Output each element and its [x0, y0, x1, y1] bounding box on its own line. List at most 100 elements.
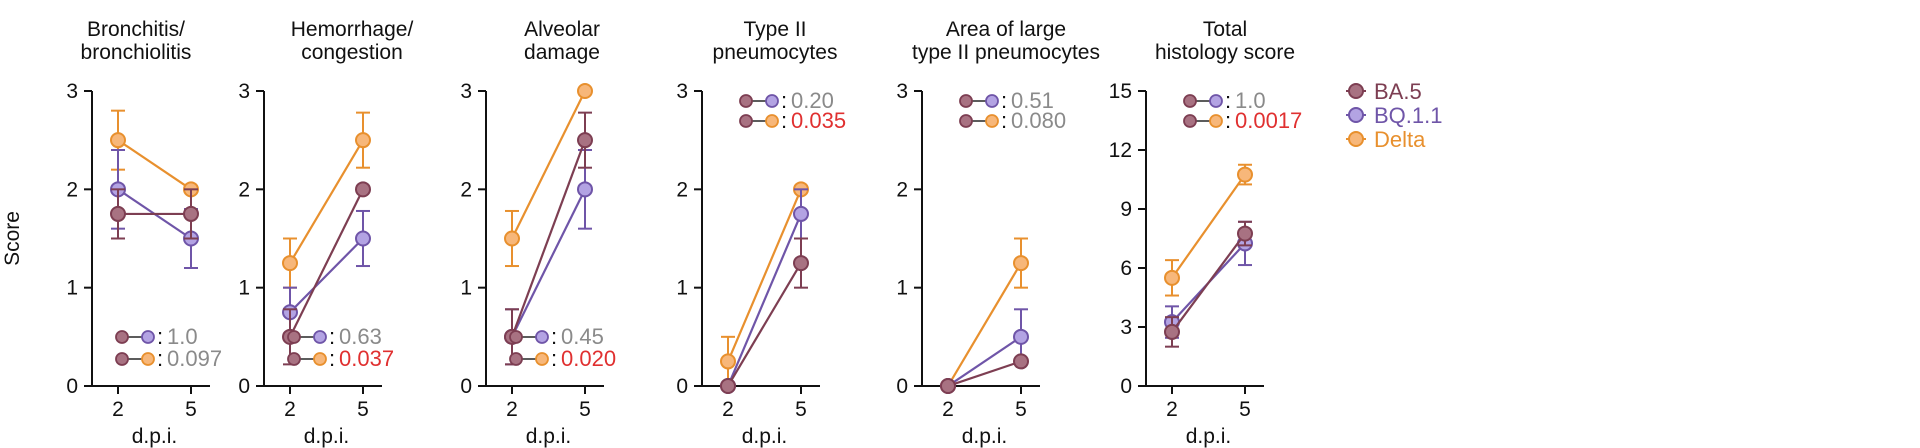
x-tick-label: 5: [185, 398, 197, 421]
comparison-colon: :: [781, 88, 787, 113]
x-axis-title: d.p.i.: [132, 425, 178, 448]
series-ba-5: [940, 353, 1029, 394]
comparison-marker-b: [313, 330, 327, 344]
series-bq-1-1: [282, 209, 371, 338]
y-tick-label: 1: [66, 277, 78, 300]
data-point: [577, 83, 593, 99]
data-point: [183, 205, 199, 222]
data-point: [1237, 225, 1253, 242]
y-tick-label: 3: [896, 80, 908, 103]
series-line: [947, 335, 1022, 387]
series-line: [511, 90, 586, 239]
y-tick-label: 2: [460, 178, 472, 201]
series-line: [947, 262, 1022, 387]
data-point: [1013, 328, 1029, 345]
panel-title-line: type II pneumocytes: [912, 41, 1100, 64]
legend-label: Delta: [1374, 127, 1426, 152]
panel-title-line: Hemorrhage/: [291, 18, 414, 41]
comparison: :0.0017: [1183, 108, 1302, 133]
comparison-marker-a: [739, 94, 753, 108]
data-point: [355, 132, 371, 149]
x-tick-label: 2: [112, 398, 124, 421]
data-point: [940, 378, 956, 394]
data-point: [355, 181, 371, 198]
legend-item: BA.5: [1346, 79, 1422, 104]
comparison: :0.20: [739, 88, 834, 113]
y-axis-title: Score: [1, 211, 24, 266]
series-line: [511, 188, 586, 338]
series-line: [289, 139, 364, 264]
x-axis-title: d.p.i.: [526, 425, 572, 448]
series-ba-5: [1164, 220, 1253, 348]
data-point: [110, 205, 126, 222]
data-point: [720, 378, 736, 394]
y-tick-label: 2: [66, 178, 78, 201]
data-point: [1164, 269, 1180, 286]
legend-label: BA.5: [1374, 79, 1422, 104]
y-tick-label: 1: [896, 277, 908, 300]
data-point: [504, 230, 520, 247]
comparison-marker-a: [287, 352, 301, 366]
y-tick-label: 3: [238, 80, 250, 103]
y-tick-label: 3: [676, 80, 688, 103]
comparison: :0.037: [287, 346, 394, 371]
x-tick-label: 2: [506, 398, 518, 421]
data-point: [720, 353, 736, 370]
series-bq-1-1: [940, 308, 1029, 394]
legend-item: BQ.1.1: [1346, 103, 1442, 128]
comparison-marker-b: [985, 94, 999, 108]
comparison-marker-b: [313, 352, 327, 366]
comparison: :0.020: [509, 346, 616, 371]
comparison-marker-a: [1183, 114, 1197, 128]
x-tick-label: 5: [795, 398, 807, 421]
comparison-marker-b: [765, 94, 779, 108]
series-delta: [282, 111, 371, 289]
comparison-colon: :: [781, 108, 787, 133]
series-ba-5: [110, 188, 199, 240]
p-value: 0.035: [791, 108, 846, 133]
comparison: :0.63: [287, 324, 382, 349]
comparison: :0.45: [509, 324, 604, 349]
comparison: :0.035: [739, 108, 846, 133]
y-tick-label: 0: [896, 375, 908, 398]
data-point: [793, 205, 809, 222]
series-line: [289, 237, 364, 314]
panel-title-line: congestion: [301, 41, 403, 64]
series-ba-5: [720, 237, 809, 394]
p-value: 0.097: [167, 346, 222, 371]
y-tick-label: 3: [1120, 316, 1132, 339]
y-tick-label: 0: [676, 375, 688, 398]
p-value: 0.20: [791, 88, 834, 113]
x-tick-label: 2: [722, 398, 734, 421]
x-axis-title: d.p.i.: [304, 425, 350, 448]
comparison-colon: :: [551, 324, 557, 349]
p-value: 0.51: [1011, 88, 1054, 113]
data-point: [793, 255, 809, 272]
comparison-marker-b: [1209, 114, 1223, 128]
data-point: [577, 181, 593, 198]
comparison-marker-a: [739, 114, 753, 128]
comparison: :1.0: [115, 324, 198, 349]
panel-title-line: damage: [524, 41, 600, 64]
series-delta: [940, 237, 1029, 394]
comparison-colon: :: [329, 346, 335, 371]
comparison: :0.080: [959, 108, 1066, 133]
panel-title-line: pneumocytes: [713, 41, 838, 64]
y-tick-label: 3: [460, 80, 472, 103]
comparison-marker-a: [509, 352, 523, 366]
panel-title-line: Area of large: [946, 18, 1066, 41]
x-axis-title: d.p.i.: [962, 425, 1008, 448]
comparison: :1.0: [1183, 88, 1266, 113]
comparison-colon: :: [329, 324, 335, 349]
data-point: [1013, 353, 1029, 370]
legend-item: Delta: [1346, 127, 1426, 152]
y-tick-label: 0: [1120, 375, 1132, 398]
p-value: 0.080: [1011, 108, 1066, 133]
x-tick-label: 5: [579, 398, 591, 421]
y-tick-label: 0: [66, 375, 78, 398]
